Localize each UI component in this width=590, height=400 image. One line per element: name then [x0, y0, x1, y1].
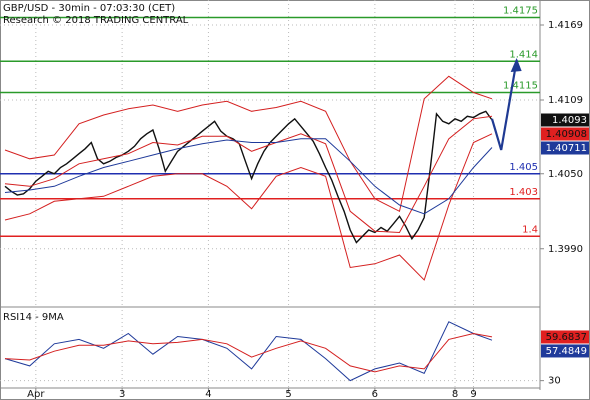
- last-value-label: 1.4093: [552, 115, 587, 126]
- x-tick-label: Apr: [27, 389, 45, 400]
- level-label: 1.403: [509, 187, 538, 198]
- last-value-label: 57.4849: [546, 346, 587, 357]
- level-label: 1.4: [522, 224, 538, 235]
- y-tick-label: 1.4109: [548, 95, 583, 106]
- y-tick-label: 1.4050: [548, 169, 583, 180]
- y-tick-label: 1.3990: [548, 244, 583, 255]
- last-value-box: [541, 113, 589, 127]
- last-value-box: [541, 344, 589, 358]
- last-value-label: 59.6837: [546, 332, 587, 343]
- chart-title: GBP/USD - 30min - 07:03:30 (CET): [3, 3, 175, 14]
- x-tick-label: 4: [205, 389, 211, 400]
- level-label: 1.405: [509, 162, 538, 173]
- level-label: 1.4115: [503, 81, 538, 92]
- forecast-arrowhead: [510, 58, 522, 72]
- forecast-arrow: [490, 59, 518, 151]
- level-label: 1.4175: [503, 6, 538, 17]
- chart-subtitle: Research © 2018 TRADING CENTRAL: [3, 15, 189, 26]
- rsi-title: RSI14 - 9MA: [3, 312, 64, 323]
- last-value-box: [541, 127, 589, 141]
- x-tick-label: 5: [285, 389, 291, 400]
- last-value-box: [541, 141, 589, 155]
- series-line: [4, 321, 493, 382]
- series-line: [4, 115, 493, 234]
- x-tick-label: 9: [470, 389, 476, 400]
- series-line: [4, 110, 493, 244]
- series-line: [4, 133, 493, 281]
- y-tick-label: 1.4169: [548, 20, 583, 31]
- y-tick-label: 30: [548, 376, 561, 387]
- series-line: [4, 75, 493, 213]
- series-line: [4, 138, 493, 215]
- x-tick-label: 3: [119, 389, 125, 400]
- last-value-box: [541, 330, 589, 344]
- series-line: [4, 332, 493, 373]
- x-tick-label: 6: [372, 389, 378, 400]
- level-label: 1.414: [509, 49, 538, 60]
- last-value-label: 1.40908: [546, 129, 587, 140]
- last-value-label: 1.40711: [546, 143, 587, 154]
- x-tick-label: 8: [452, 389, 458, 400]
